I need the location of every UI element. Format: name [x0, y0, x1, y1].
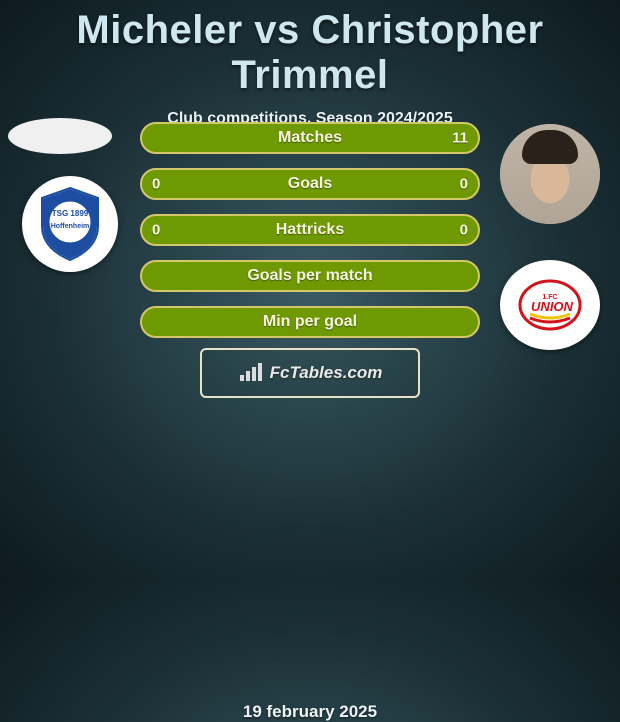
- club-right-badge: 1.FC UNION: [500, 260, 600, 350]
- stat-label: Min per goal: [263, 313, 357, 331]
- stat-row-matches: Matches 11: [140, 122, 480, 154]
- stat-row-goals: 0 Goals 0: [140, 168, 480, 200]
- club-right-text: UNION: [531, 299, 574, 314]
- stat-right-value: 0: [460, 176, 468, 193]
- stats-container: Matches 11 0 Goals 0 0 Hattricks 0 Goals…: [140, 122, 480, 352]
- stat-row-goals-per-match: Goals per match: [140, 260, 480, 292]
- stat-left-value: 0: [152, 222, 160, 239]
- stat-right-value: 11: [452, 130, 468, 147]
- stat-label: Hattricks: [276, 221, 344, 239]
- watermark-text: FcTables.com: [270, 363, 383, 383]
- stat-label: Goals: [288, 175, 332, 193]
- club-left-line1: TSG 1899: [52, 209, 89, 218]
- club-left-line2: Hoffenheim: [51, 223, 90, 230]
- hoffenheim-crest-icon: TSG 1899 Hoffenheim: [36, 186, 104, 262]
- stat-row-min-per-goal: Min per goal: [140, 306, 480, 338]
- stat-right-value: 0: [460, 222, 468, 239]
- stat-left-value: 0: [152, 176, 160, 193]
- bar-chart-icon: [238, 363, 264, 383]
- page-title: Micheler vs Christopher Trimmel: [0, 0, 620, 98]
- union-crest-icon: 1.FC UNION: [516, 278, 584, 332]
- player-left-photo: [8, 118, 112, 154]
- player-right-photo: [500, 124, 600, 224]
- watermark-box: FcTables.com: [200, 348, 420, 398]
- stat-label: Goals per match: [247, 267, 372, 285]
- stat-row-hattricks: 0 Hattricks 0: [140, 214, 480, 246]
- comparison-date: 19 february 2025: [0, 702, 620, 722]
- stat-label: Matches: [278, 129, 342, 147]
- club-left-badge: TSG 1899 Hoffenheim: [22, 176, 118, 272]
